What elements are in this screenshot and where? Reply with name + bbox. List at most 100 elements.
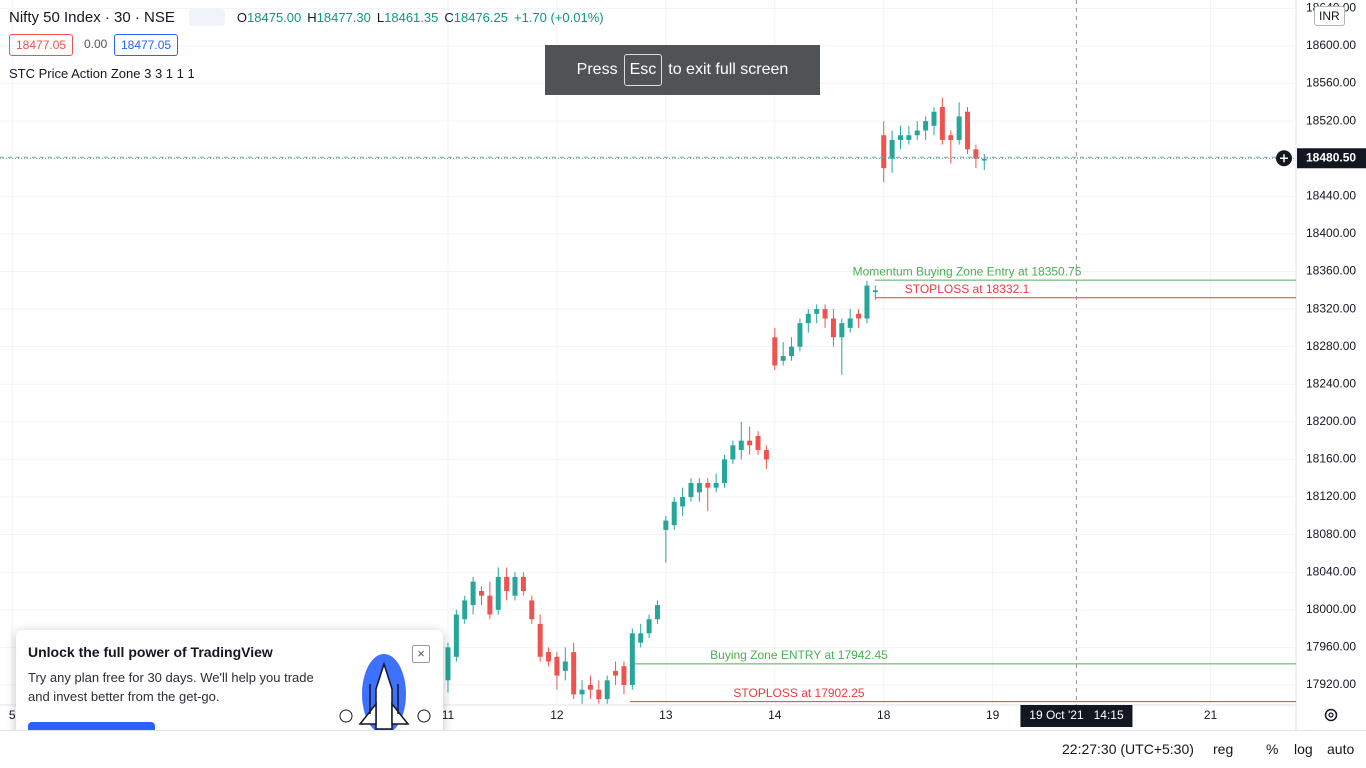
candle-body <box>948 135 954 140</box>
symbol[interactable]: Nifty 50 Index · 30 · NSE <box>9 9 175 26</box>
y-tick-label: 18000.00 <box>1306 602 1356 616</box>
level-label: Buying Zone ENTRY at 17942.45 <box>710 648 888 662</box>
candle-body <box>629 633 635 685</box>
candle-body <box>872 290 878 293</box>
candle-body <box>562 661 568 671</box>
y-tick-label: 18120.00 <box>1306 489 1356 503</box>
candle-body <box>453 614 459 657</box>
level-label: Momentum Buying Zone Entry at 18350.75 <box>853 264 1082 278</box>
ohlc-value: 18461.35 <box>384 10 439 25</box>
candle-body <box>554 656 560 676</box>
rocket-icon <box>339 654 431 741</box>
candle-body <box>914 130 920 136</box>
currency-select[interactable]: INR <box>1314 6 1345 26</box>
x-tick-label: 21 <box>1204 708 1218 722</box>
candle-body <box>864 285 870 319</box>
ohlc-value: 18477.30 <box>316 10 371 25</box>
x-tick-label: 19 <box>986 708 1000 722</box>
candle-body <box>713 482 719 488</box>
candle-body <box>814 309 820 314</box>
price-axis-bg <box>1296 0 1366 730</box>
auto-toggle[interactable]: auto <box>1327 741 1355 757</box>
crosshair-time-box <box>1020 705 1133 727</box>
settings-icon[interactable] <box>1324 708 1338 722</box>
candle-body <box>805 313 811 324</box>
close-button[interactable]: × <box>412 645 430 663</box>
candle-body <box>747 440 753 446</box>
y-tick-label: 18040.00 <box>1306 564 1356 578</box>
status-pill <box>188 9 225 26</box>
candle-body <box>470 581 476 606</box>
candle-body <box>906 135 912 140</box>
y-tick-label: 18320.00 <box>1306 301 1356 315</box>
popup-body: Try any plan free for 30 days. We'll hel… <box>28 670 314 685</box>
hint-text: Press <box>576 61 618 78</box>
popup-title: Unlock the full power of TradingView <box>28 644 273 660</box>
candle-body <box>856 313 862 319</box>
candle-body <box>571 652 577 695</box>
percent-toggle[interactable]: % <box>1266 741 1279 757</box>
y-tick-label: 18400.00 <box>1306 226 1356 240</box>
y-tick-label: 18520.00 <box>1306 113 1356 127</box>
ohlc-key: H <box>307 10 317 25</box>
candle-body <box>881 135 887 169</box>
candle-body <box>462 600 468 620</box>
candle-body <box>529 600 535 620</box>
candle-body <box>772 337 778 366</box>
candle-body <box>889 139 895 159</box>
spread: 0.00 <box>84 37 108 51</box>
y-tick-label: 18080.00 <box>1306 527 1356 541</box>
y-tick-label: 18280.00 <box>1306 339 1356 353</box>
candle-body <box>671 501 677 526</box>
y-tick-label: 18440.00 <box>1306 188 1356 202</box>
candle-body <box>504 576 510 592</box>
ohlc-key: L <box>376 10 385 25</box>
candle-body <box>705 482 711 488</box>
change: +1.70 (+0.01%) <box>513 10 604 25</box>
x-tick-label: 14 <box>768 708 782 722</box>
candle-body <box>830 318 836 338</box>
hint-text: to exit full screen <box>668 61 789 78</box>
x-tick-label: 18 <box>877 708 891 722</box>
y-tick-label: 17920.00 <box>1306 677 1356 691</box>
candle-body <box>596 689 602 700</box>
candle-body <box>763 450 769 460</box>
y-tick-label: 18160.00 <box>1306 452 1356 466</box>
log-toggle[interactable]: log <box>1294 741 1313 757</box>
candle-body <box>897 135 903 140</box>
ohlc-value: 18476.25 <box>453 10 508 25</box>
candle-body <box>487 595 493 615</box>
indicator-legend[interactable]: STC Price Action Zone 3 3 1 1 1 <box>9 66 195 81</box>
bid-box[interactable]: 18477.05 <box>9 34 74 56</box>
candle-body <box>520 576 526 592</box>
ohlc-item: H18477.30 <box>307 10 371 25</box>
ohlc-item: C18476.25 <box>444 10 508 25</box>
candle-body <box>923 121 929 131</box>
candle-body <box>973 149 979 159</box>
x-tick-label: 12 <box>550 708 564 722</box>
candle-body <box>638 633 644 643</box>
last-price-label: 18480.50 <box>1306 150 1356 164</box>
ohlc-key: O <box>236 10 248 25</box>
x-tick-label: 5 <box>9 708 16 722</box>
candle-body <box>654 605 660 620</box>
candle-body <box>730 445 736 460</box>
y-tick-label: 18600.00 <box>1306 38 1356 52</box>
session[interactable]: reg <box>1213 741 1234 757</box>
add-alert-plus <box>1280 154 1288 163</box>
candle-body <box>512 576 518 596</box>
candle-body <box>780 356 786 361</box>
candle-body <box>663 520 669 530</box>
candle-body <box>755 435 761 451</box>
candle-body <box>537 623 543 657</box>
candle-body <box>688 482 694 498</box>
candle-body <box>839 323 845 338</box>
fullscreen-hint: Press Esc to exit full screen <box>545 45 820 95</box>
y-tick-label: 18560.00 <box>1306 76 1356 90</box>
candle-body <box>797 323 803 347</box>
status-bar: 22:27:30 (UTC+5:30) reg % log auto <box>0 730 1366 768</box>
ask-box[interactable]: 18477.05 <box>114 34 179 56</box>
last-price-box <box>1297 148 1366 169</box>
y-tick-label: 18240.00 <box>1306 376 1356 390</box>
chart: 18640.0018600.0018560.0018520.0018440.00… <box>0 0 1366 730</box>
